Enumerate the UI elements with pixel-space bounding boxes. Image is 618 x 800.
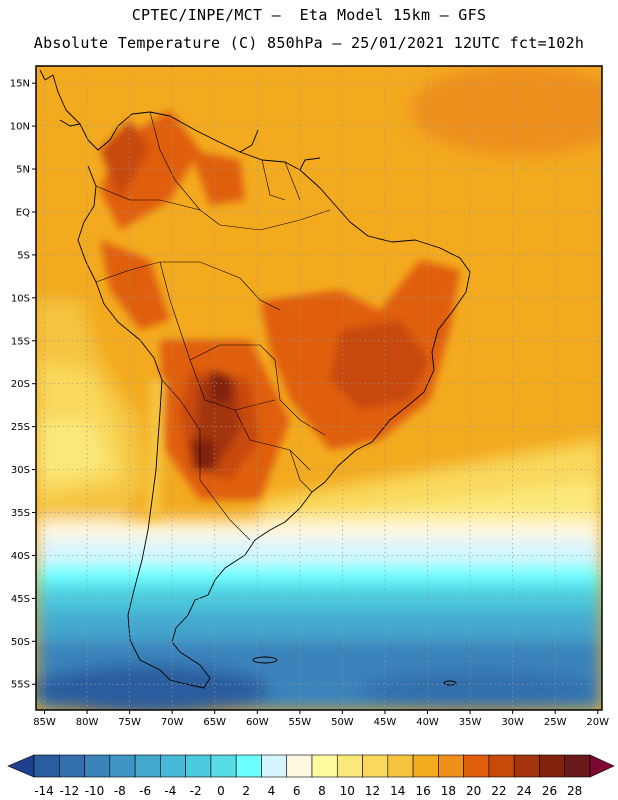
colorbar-label: -8 bbox=[114, 784, 126, 798]
lon-label: 80W bbox=[76, 717, 99, 728]
colorbar-label: -4 bbox=[164, 784, 176, 798]
colorbar-box bbox=[235, 754, 262, 778]
plot-frame bbox=[35, 65, 603, 711]
colorbar-box bbox=[261, 754, 288, 778]
colorbar-box bbox=[564, 754, 591, 778]
colorbar-box bbox=[463, 754, 490, 778]
colorbar-label: 2 bbox=[242, 784, 250, 798]
lon-label: 50W bbox=[331, 717, 354, 728]
temperature-field bbox=[36, 66, 602, 710]
lat-label: 10S bbox=[11, 293, 30, 304]
lon-label: 20W bbox=[586, 717, 609, 728]
colorbar-label: 0 bbox=[217, 784, 225, 798]
colorbar-arrow-left bbox=[7, 754, 35, 778]
colorbar-box bbox=[387, 754, 414, 778]
colorbar-label: 10 bbox=[340, 784, 355, 798]
colorbar-label: 18 bbox=[441, 784, 456, 798]
colorbar-label: 4 bbox=[268, 784, 276, 798]
lat-label: EQ bbox=[16, 207, 30, 218]
colorbar-label: -14 bbox=[34, 784, 54, 798]
colorbar-label: 24 bbox=[517, 784, 532, 798]
lat-label: 45S bbox=[11, 594, 30, 605]
lon-label: 40W bbox=[416, 717, 439, 728]
colorbar-label: 16 bbox=[415, 784, 430, 798]
lat-label: 30S bbox=[11, 465, 30, 476]
lat-label: 40S bbox=[11, 551, 30, 562]
lon-label: 60W bbox=[246, 717, 269, 728]
lat-label: 10N bbox=[10, 122, 30, 133]
colorbar-box bbox=[513, 754, 540, 778]
lat-label: 35S bbox=[11, 508, 30, 519]
colorbar-label: -10 bbox=[85, 784, 105, 798]
colorbar-label: 12 bbox=[365, 784, 380, 798]
lat-label: 5N bbox=[16, 165, 30, 176]
colorbar-box bbox=[336, 754, 363, 778]
colorbar-label: 22 bbox=[491, 784, 506, 798]
lon-label: 45W bbox=[374, 717, 397, 728]
colorbar-label: 26 bbox=[542, 784, 557, 798]
colorbar-box bbox=[286, 754, 313, 778]
colorbar-box bbox=[33, 754, 60, 778]
colorbar-label: 28 bbox=[567, 784, 582, 798]
colorbar-box bbox=[58, 754, 85, 778]
lon-label: 55W bbox=[289, 717, 312, 728]
lat-label: 20S bbox=[11, 379, 30, 390]
lon-label: 25W bbox=[544, 717, 567, 728]
colorbar-label: 14 bbox=[390, 784, 405, 798]
colorbar-label: 8 bbox=[318, 784, 326, 798]
coastline bbox=[39, 69, 471, 689]
colorbar-label: -6 bbox=[139, 784, 151, 798]
lon-label: 65W bbox=[203, 717, 226, 728]
lon-label: 85W bbox=[33, 717, 56, 728]
colorbar-box bbox=[412, 754, 439, 778]
colorbar-box bbox=[160, 754, 186, 778]
colorbar-arrow-right bbox=[589, 754, 615, 778]
grid bbox=[36, 66, 602, 710]
colorbar-box bbox=[311, 754, 338, 778]
colorbar-box bbox=[134, 754, 161, 778]
axes: 15N 10N 5N EQ 5S 10S 15S 20S 25S 30S 35S 40S 45S 50S 5… bbox=[10, 79, 609, 728]
colorbar-box bbox=[185, 754, 212, 778]
colorbar-box bbox=[210, 754, 237, 778]
title-line-2: Absolute Temperature (C) 850hPa – 25/01/… bbox=[33, 34, 585, 52]
colorbar-box bbox=[109, 754, 136, 778]
colorbar-box bbox=[362, 754, 389, 778]
country-borders bbox=[95, 111, 331, 541]
lon-label: 35W bbox=[459, 717, 482, 728]
lat-label: 15S bbox=[11, 336, 30, 347]
lat-label: 15N bbox=[10, 79, 30, 90]
lon-label: 75W bbox=[118, 717, 141, 728]
colorbar-label: -2 bbox=[190, 784, 202, 798]
colorbar-box bbox=[84, 754, 111, 778]
colorbar-label: -12 bbox=[59, 784, 79, 798]
colorbar-label: 20 bbox=[466, 784, 481, 798]
colorbar-box bbox=[539, 754, 566, 778]
lat-label: 5S bbox=[17, 250, 30, 261]
title-line-1: CPTEC/INPE/MCT – Eta Model 15km – GFS bbox=[131, 6, 487, 24]
lat-label: 25S bbox=[11, 422, 30, 433]
lat-label: 50S bbox=[11, 637, 30, 648]
lat-label: 55S bbox=[11, 680, 30, 691]
colorbar: -14 -12 -10 -8 -6 -4 -2 0 2 4 6 8 10 12 14 16 18 20 22 24 26… bbox=[7, 754, 615, 798]
lon-label: 30W bbox=[501, 717, 524, 728]
colorbar-box bbox=[438, 754, 464, 778]
colorbar-label: 6 bbox=[293, 784, 301, 798]
lon-label: 70W bbox=[161, 717, 184, 728]
colorbar-box bbox=[488, 754, 515, 778]
